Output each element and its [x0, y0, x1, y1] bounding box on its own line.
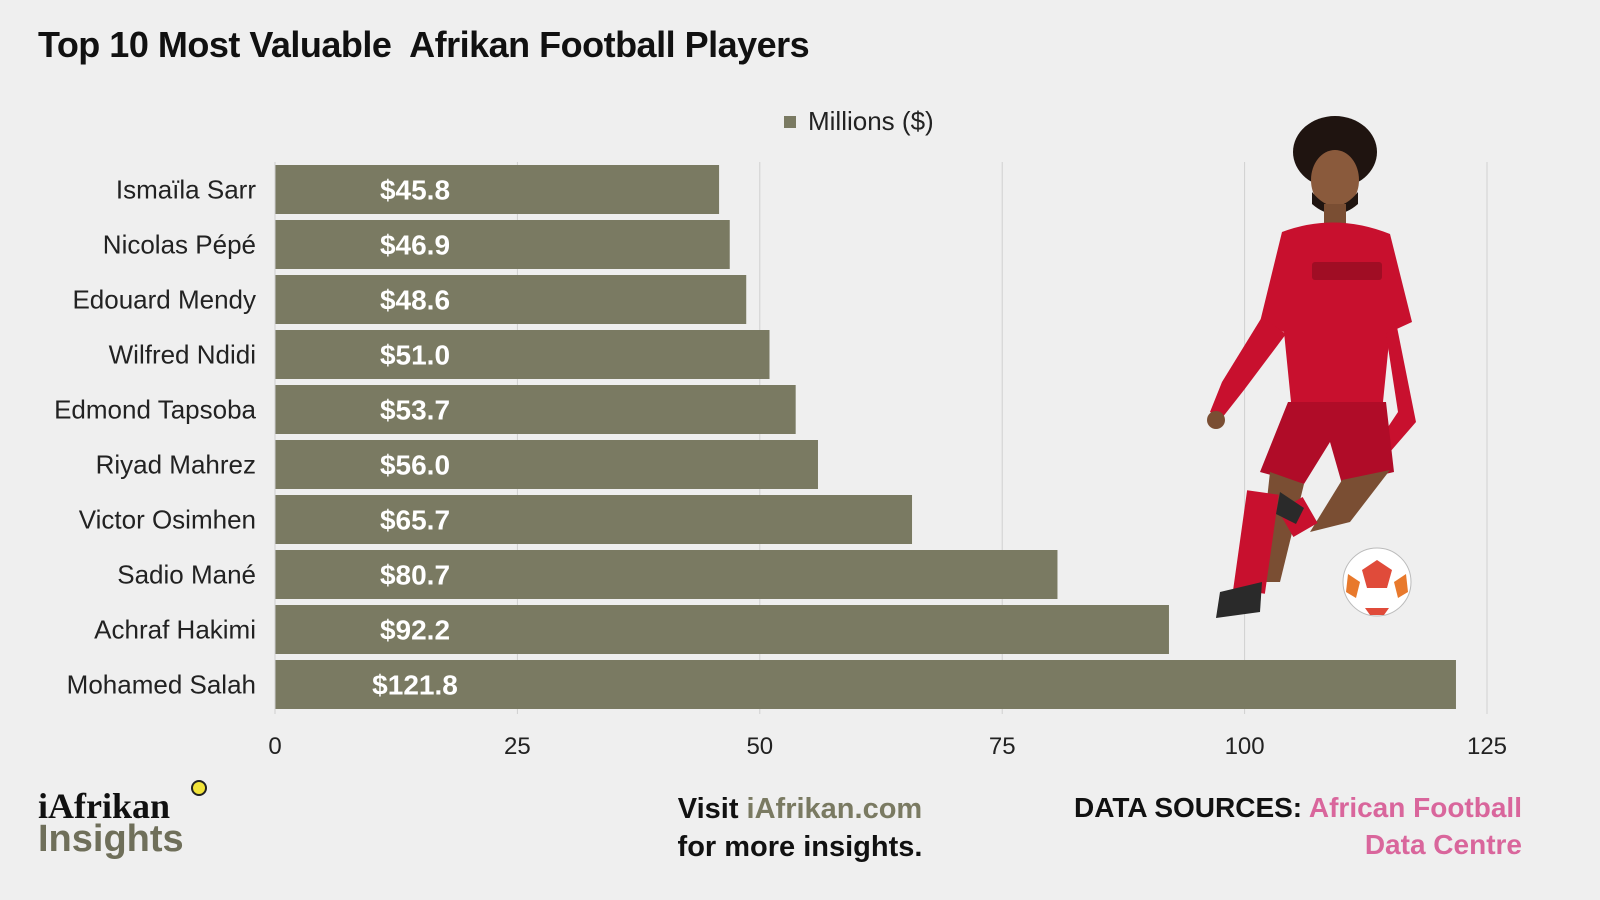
- x-tick-label: 125: [1467, 733, 1507, 760]
- data-label: $51.0: [380, 340, 450, 371]
- category-label: Riyad Mahrez: [96, 450, 256, 480]
- legend-label: Millions ($): [808, 106, 934, 136]
- category-label: Edmond Tapsoba: [54, 395, 256, 425]
- brand-logo: iAfrikan Insights: [38, 780, 207, 860]
- visit-suffix: for more insights.: [677, 831, 923, 864]
- x-tick-label: 100: [1225, 733, 1265, 760]
- bar: [275, 495, 913, 544]
- bar: [275, 660, 1456, 709]
- data-label: $65.7: [380, 505, 450, 536]
- category-label: Ismaïla Sarr: [116, 175, 256, 205]
- brand-name-top: iAfrikan: [38, 786, 171, 826]
- sources-label: DATA SOURCES:: [1073, 792, 1309, 823]
- x-tick-label: 75: [989, 733, 1016, 760]
- bar: [275, 440, 818, 489]
- category-label: Nicolas Pépé: [103, 230, 256, 260]
- bar: [275, 550, 1058, 599]
- player-illustration: [1207, 116, 1416, 618]
- sources-value-line1: African Football: [1308, 792, 1522, 823]
- x-tick-label: 0: [268, 733, 281, 760]
- data-label: $121.8: [372, 670, 458, 701]
- category-label: Sadio Mané: [117, 560, 256, 590]
- bar: [275, 165, 720, 214]
- category-label: Edouard Mendy: [72, 285, 256, 315]
- visit-prefix: Visit: [677, 793, 747, 825]
- data-label: $56.0: [380, 450, 450, 481]
- website-link[interactable]: iAfrikan.com: [746, 793, 923, 825]
- data-label: $48.6: [380, 285, 450, 316]
- data-label: $80.7: [380, 560, 450, 591]
- data-sources: DATA SOURCES: African Football Data Cent…: [1002, 790, 1522, 864]
- bar: [275, 220, 730, 269]
- brand-name-bottom: Insights: [38, 818, 184, 860]
- data-label: $45.8: [380, 175, 450, 206]
- legend-swatch: [784, 115, 796, 128]
- category-label: Victor Osimhen: [79, 505, 256, 535]
- bar: [275, 385, 796, 434]
- bar: [275, 330, 770, 379]
- legend: Millions ($): [784, 106, 934, 137]
- africa-globe-icon: [191, 780, 207, 796]
- x-tick-label: 25: [504, 733, 531, 760]
- data-label: $46.9: [380, 230, 450, 261]
- bar: [275, 275, 747, 324]
- visit-note: Visit iAfrikan.com for more insights.: [640, 790, 960, 867]
- category-label: Achraf Hakimi: [94, 615, 256, 645]
- data-label: $53.7: [380, 395, 450, 426]
- data-label: $92.2: [380, 615, 450, 646]
- category-label: Wilfred Ndidi: [109, 340, 256, 370]
- sources-value-line2: Data Centre: [1364, 828, 1522, 860]
- x-tick-label: 50: [746, 733, 773, 760]
- bar: [275, 605, 1169, 654]
- chart-title: Top 10 Most Valuable Afrikan Football Pl…: [38, 24, 810, 65]
- category-label: Mohamed Salah: [67, 670, 256, 700]
